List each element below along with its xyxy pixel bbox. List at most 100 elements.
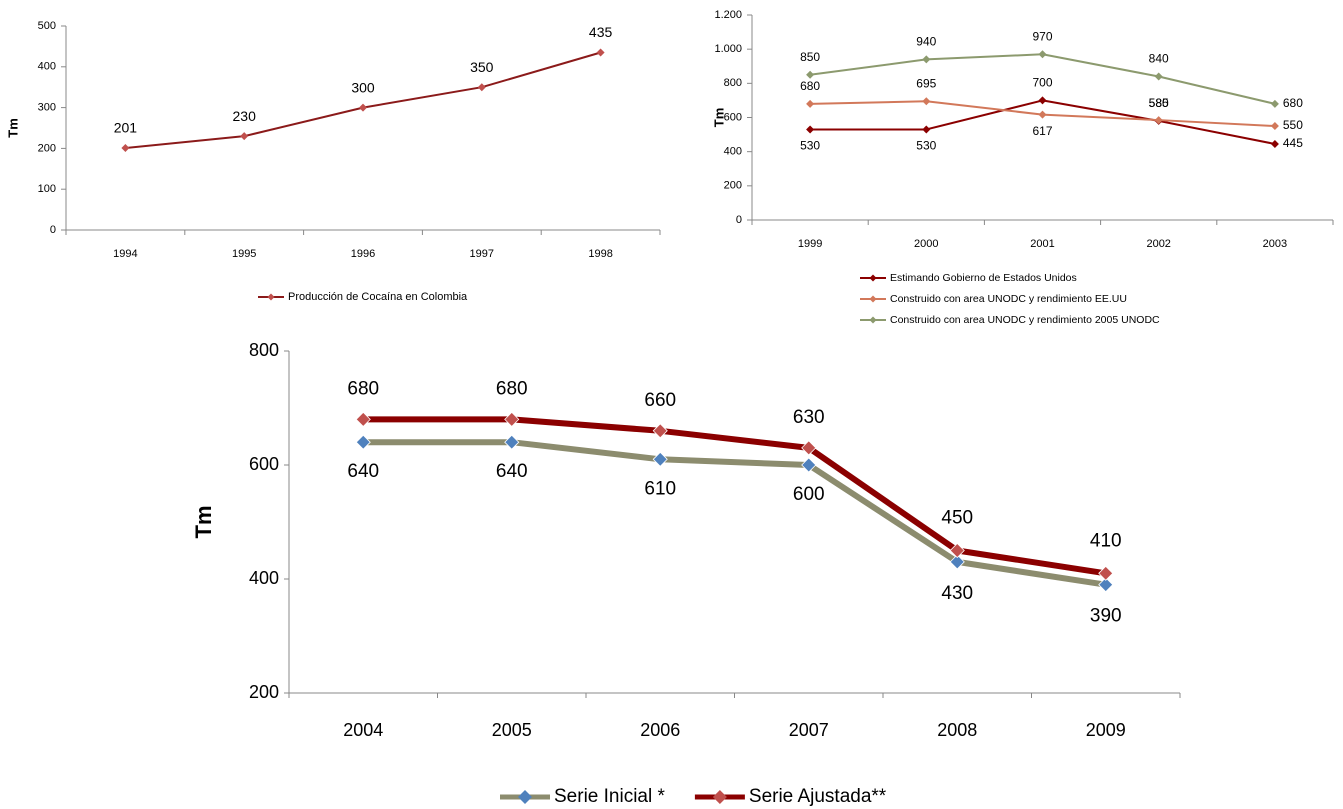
data-label: 940 (916, 35, 936, 49)
data-label: 700 (1032, 76, 1052, 90)
data-point (1270, 139, 1279, 148)
legend-label: Serie Inicial * (554, 786, 665, 807)
y-tick-label: 400 (38, 61, 56, 73)
data-label: 617 (1032, 124, 1052, 138)
data-label: 390 (1090, 606, 1122, 627)
data-point (922, 55, 931, 64)
y-tick-label: 400 (724, 146, 742, 158)
x-tick-label: 2002 (1146, 238, 1170, 250)
legend-marker (869, 295, 877, 303)
data-point (240, 132, 249, 141)
legend-marker (267, 293, 275, 301)
series-line (363, 439, 1107, 588)
data-point (504, 434, 520, 450)
legend-marker (869, 274, 877, 282)
legend-marker (712, 790, 727, 804)
data-point (806, 99, 815, 108)
data-label: 680 (347, 378, 379, 399)
legend-label: Producción de Cocaína en Colombia (288, 291, 468, 303)
data-point (1270, 99, 1279, 108)
data-label: 610 (644, 478, 676, 499)
legend-label: Serie Ajustada** (749, 786, 887, 807)
x-tick-label: 2007 (789, 720, 829, 740)
y-tick-label: 200 (249, 682, 279, 702)
data-label: 435 (589, 24, 613, 40)
legend-label: Estimando Gobierno de Estados Unidos (890, 272, 1077, 284)
x-tick-label: 2009 (1086, 720, 1126, 740)
data-point (1038, 110, 1047, 119)
data-label: 680 (800, 79, 820, 93)
y-axis-label: Tm (191, 506, 216, 539)
data-point (355, 434, 371, 450)
data-point (1098, 565, 1114, 581)
data-point (1038, 50, 1047, 59)
legend-label: Construido con area UNODC y rendimiento … (890, 293, 1127, 305)
data-label: 840 (1149, 52, 1169, 66)
x-tick-label: 1995 (232, 248, 256, 260)
data-label: 300 (351, 79, 375, 95)
y-tick-label: 600 (724, 111, 742, 123)
data-point (359, 103, 367, 112)
x-tick-label: 2001 (1030, 238, 1054, 250)
data-point (1154, 72, 1163, 81)
data-point (949, 554, 965, 570)
data-label: 350 (470, 59, 494, 75)
data-point (504, 411, 520, 427)
data-point (652, 451, 668, 467)
y-tick-label: 0 (50, 224, 56, 236)
data-point (801, 440, 817, 456)
x-tick-label: 2003 (1263, 238, 1287, 250)
x-tick-label: 1997 (470, 248, 494, 260)
data-point (806, 125, 815, 134)
y-tick-label: 800 (249, 340, 279, 360)
data-point (949, 542, 965, 559)
data-point (477, 83, 486, 92)
data-label: 680 (496, 378, 528, 399)
data-label: 630 (793, 407, 825, 428)
x-tick-label: 2008 (937, 720, 977, 740)
data-point (801, 457, 817, 473)
x-tick-label: 1996 (351, 248, 375, 260)
y-axis-label: Tm (5, 118, 20, 138)
legend-marker (518, 790, 532, 804)
data-point (355, 411, 371, 427)
data-label: 550 (1283, 118, 1303, 132)
data-point (652, 423, 668, 439)
data-label: 530 (916, 139, 936, 153)
data-label: 600 (793, 484, 825, 505)
legend-marker (869, 316, 877, 324)
data-point (1038, 96, 1047, 105)
series-line (363, 416, 1107, 577)
data-label: 430 (941, 583, 973, 604)
data-point (1270, 122, 1279, 131)
y-tick-label: 300 (38, 102, 56, 114)
data-label: 450 (941, 508, 973, 529)
y-tick-label: 200 (724, 180, 742, 192)
data-label: 410 (1090, 530, 1122, 551)
y-tick-label: 0 (736, 214, 742, 226)
y-tick-label: 100 (38, 183, 56, 195)
data-label: 640 (347, 461, 379, 482)
y-tick-label: 1.000 (714, 43, 742, 55)
x-tick-label: 1998 (588, 248, 612, 260)
data-point (922, 125, 931, 134)
data-point (1098, 577, 1114, 593)
data-label: 680 (1283, 96, 1303, 110)
data-point (922, 97, 931, 106)
data-point (596, 48, 605, 57)
x-tick-label: 1999 (798, 238, 822, 250)
y-axis-label: Tm (711, 108, 726, 128)
x-tick-label: 1994 (113, 248, 137, 260)
y-tick-label: 200 (38, 142, 56, 154)
y-tick-label: 400 (249, 568, 279, 588)
y-tick-label: 500 (38, 20, 56, 32)
data-point (1154, 116, 1163, 125)
x-tick-label: 2006 (640, 720, 680, 740)
data-label: 695 (916, 76, 936, 90)
series-line (125, 51, 601, 149)
data-label: 201 (114, 120, 138, 136)
x-tick-label: 2000 (914, 238, 938, 250)
x-tick-label: 2004 (343, 720, 383, 740)
x-tick-label: 2005 (492, 720, 532, 740)
